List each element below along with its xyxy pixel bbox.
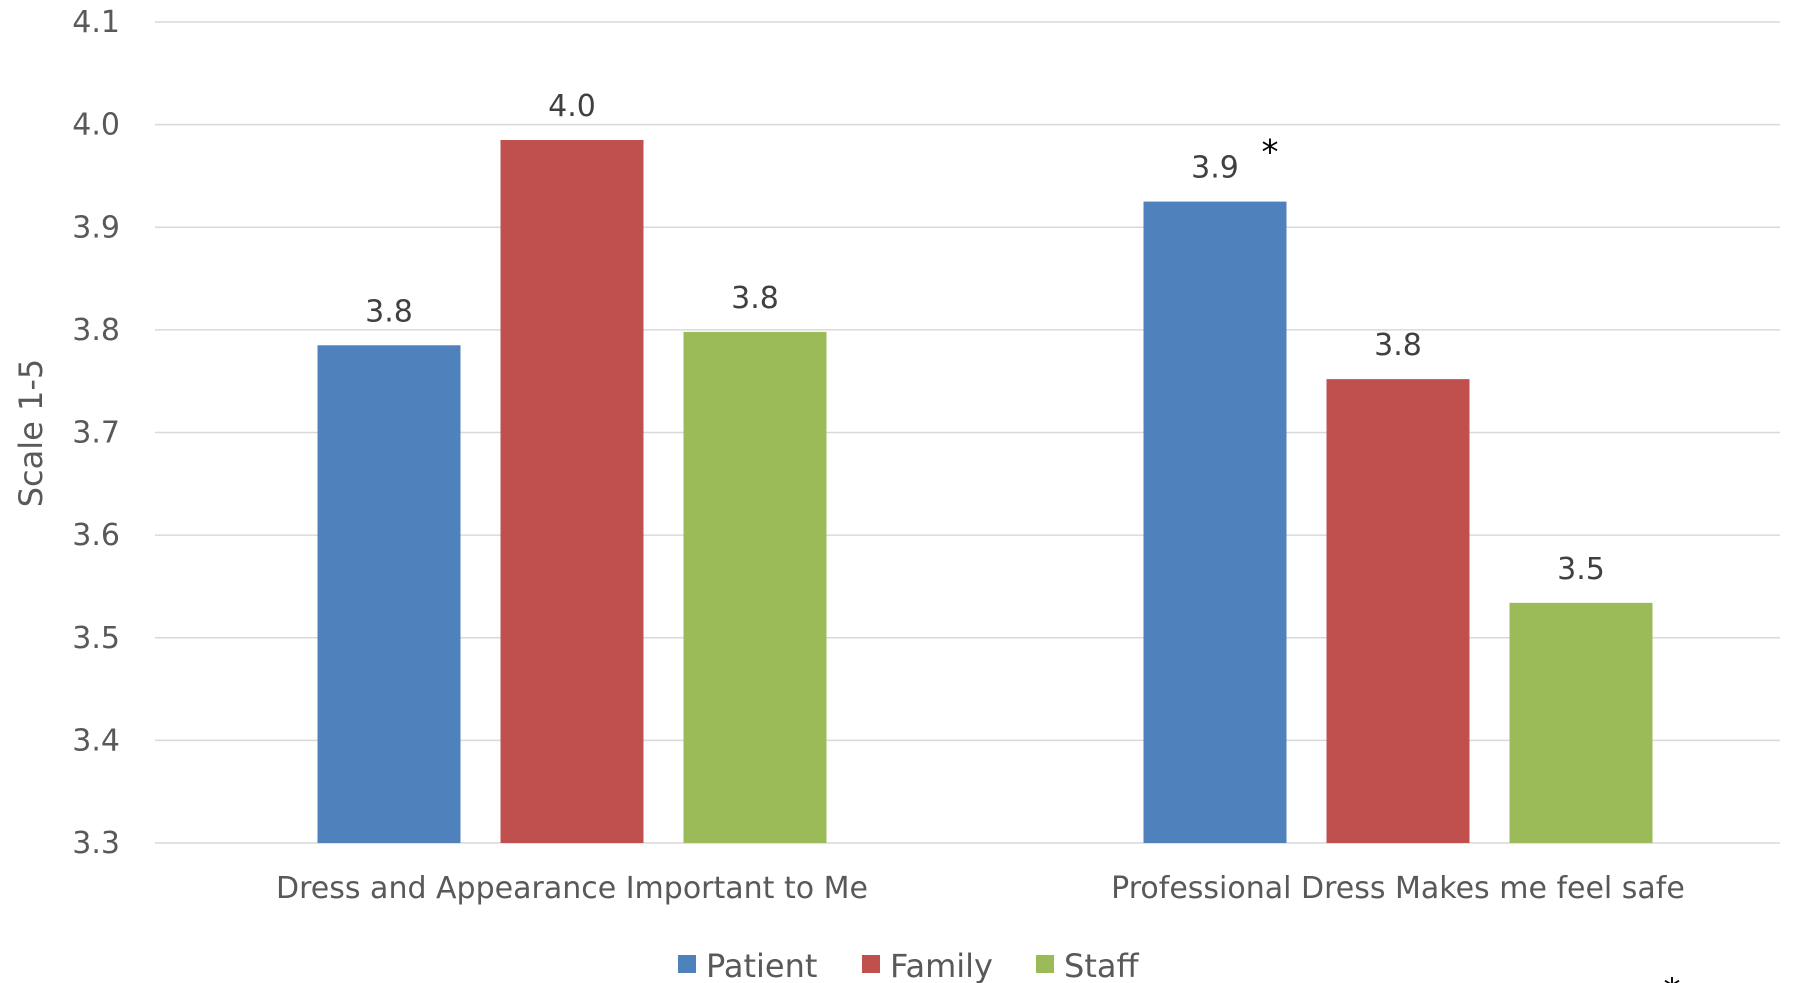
data-label: 4.0 bbox=[548, 89, 596, 124]
y-tick-label: 3.3 bbox=[72, 826, 120, 861]
legend-label: Patient bbox=[706, 947, 817, 983]
data-label: 3.8 bbox=[731, 281, 779, 316]
bar bbox=[1143, 201, 1287, 843]
bar bbox=[1326, 379, 1470, 843]
y-tick-label: 4.1 bbox=[72, 5, 120, 40]
legend-swatch bbox=[862, 955, 880, 973]
y-tick-label: 3.7 bbox=[72, 416, 120, 451]
data-label: 3.8 bbox=[1374, 328, 1422, 363]
y-axis-ticks: 3.3 3.4 3.5 3.6 3.7 3.8 3.9 4.0 4.1 bbox=[72, 5, 120, 861]
legend: Patient Family Staff bbox=[678, 947, 1139, 983]
y-tick-label: 3.9 bbox=[72, 210, 120, 245]
legend-label: Staff bbox=[1064, 947, 1139, 983]
y-axis-label: Scale 1-5 bbox=[12, 359, 50, 508]
data-label: 3.5 bbox=[1557, 552, 1605, 587]
data-labels: 3.8 4.0 3.8 3.9 3.8 3.5 bbox=[365, 89, 1605, 587]
y-tick-label: 3.8 bbox=[72, 313, 120, 348]
legend-label: Family bbox=[890, 947, 993, 983]
x-category-label: Dress and Appearance Important to Me bbox=[276, 871, 868, 906]
bar bbox=[317, 345, 461, 843]
y-tick-label: 3.6 bbox=[72, 518, 120, 553]
annotations: ** bbox=[1262, 133, 1681, 983]
y-tick-label: 4.0 bbox=[72, 108, 120, 143]
legend-swatch bbox=[1036, 955, 1054, 973]
significance-asterisk: * bbox=[1262, 133, 1279, 173]
bars bbox=[317, 140, 1653, 844]
data-label: 3.9 bbox=[1191, 151, 1239, 186]
x-category-label: Professional Dress Makes me feel safe bbox=[1111, 871, 1685, 906]
bar bbox=[683, 331, 827, 843]
y-tick-label: 3.5 bbox=[72, 621, 120, 656]
y-tick-label: 3.4 bbox=[72, 723, 120, 758]
data-label: 3.8 bbox=[365, 294, 413, 329]
bar bbox=[1509, 602, 1653, 843]
significance-asterisk: * bbox=[1664, 971, 1681, 983]
legend-swatch bbox=[678, 955, 696, 973]
category-labels: Dress and Appearance Important to Me Prof… bbox=[276, 871, 1685, 906]
bar bbox=[500, 140, 644, 844]
